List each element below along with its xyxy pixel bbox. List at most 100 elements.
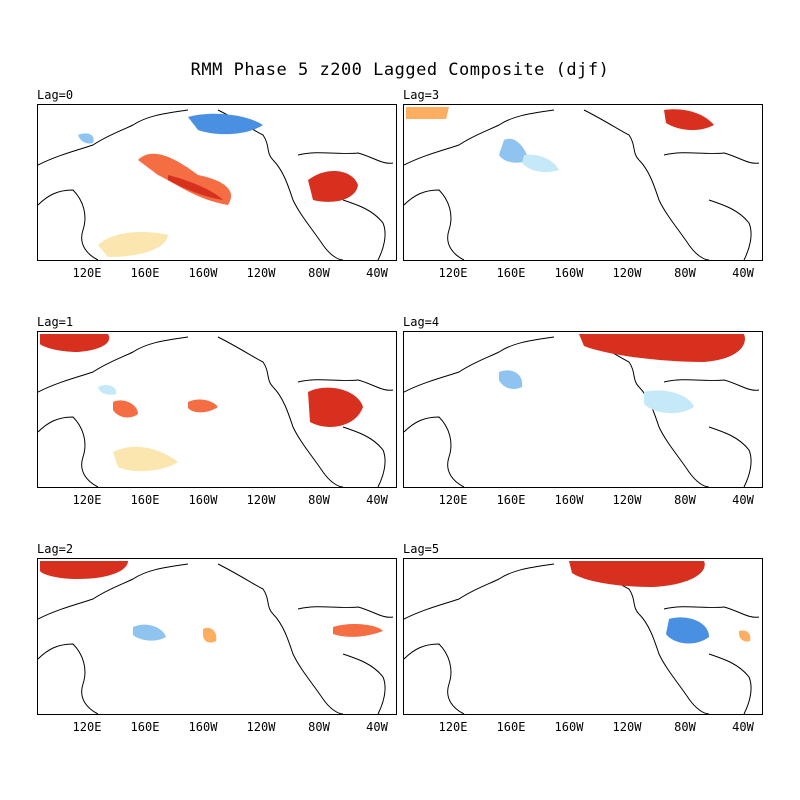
coastline bbox=[272, 613, 344, 714]
coastline bbox=[38, 416, 99, 487]
coastline bbox=[217, 563, 274, 615]
tick: 160W bbox=[554, 266, 584, 280]
coastline bbox=[638, 613, 710, 714]
tick: 40W bbox=[366, 720, 388, 734]
anomaly-neg-east-us bbox=[644, 390, 694, 414]
map-svg bbox=[38, 109, 394, 260]
tick: 80W bbox=[308, 493, 330, 507]
coastline bbox=[272, 159, 344, 260]
anomalies bbox=[40, 561, 383, 643]
map-frame bbox=[37, 558, 397, 715]
tick: 120E bbox=[438, 266, 468, 280]
anomaly-neg-nw-pacific bbox=[499, 138, 529, 163]
panel-label: Lag=3 bbox=[403, 88, 440, 102]
coastline bbox=[297, 379, 394, 391]
anomaly-pos-canada bbox=[569, 561, 705, 587]
tick: 40W bbox=[366, 266, 388, 280]
coastline bbox=[708, 199, 752, 260]
tick: 160W bbox=[188, 493, 218, 507]
anomaly-neg-w bbox=[78, 133, 94, 144]
coastlines bbox=[38, 109, 394, 260]
coastline bbox=[404, 109, 555, 166]
coastline bbox=[404, 416, 465, 487]
tick: 160W bbox=[188, 266, 218, 280]
anomaly-pos-nw-corner bbox=[40, 561, 128, 579]
tick: 160E bbox=[496, 266, 526, 280]
tick: 80W bbox=[674, 266, 696, 280]
tick: 160E bbox=[496, 720, 526, 734]
figure-title: RMM Phase 5 z200 Lagged Composite (djf) bbox=[190, 60, 610, 80]
anomaly-pos-east-us bbox=[308, 170, 358, 202]
tick: 120W bbox=[612, 493, 642, 507]
tick: 120W bbox=[246, 266, 276, 280]
map-svg bbox=[38, 561, 394, 714]
tick: 160W bbox=[554, 493, 584, 507]
map-frame bbox=[37, 331, 397, 488]
anomaly-pos-mid-pacific bbox=[203, 627, 217, 643]
anomaly-pos-atlantic bbox=[738, 630, 751, 642]
panel-label: Lag=4 bbox=[403, 315, 440, 329]
tick: 160W bbox=[188, 720, 218, 734]
anomaly-pos-inner bbox=[168, 175, 223, 200]
tick: 160W bbox=[554, 720, 584, 734]
lon-ticks: 120E 160E 160W 120W 80W 40W bbox=[37, 493, 397, 507]
coastline bbox=[404, 336, 555, 393]
panel-label: Lag=0 bbox=[37, 88, 74, 102]
map-svg bbox=[38, 334, 394, 487]
coastline bbox=[708, 426, 752, 487]
anomaly-pos-canada bbox=[664, 109, 714, 131]
anomaly-pos-nw-corner bbox=[406, 107, 449, 119]
tick: 160E bbox=[130, 493, 160, 507]
map-svg bbox=[404, 107, 760, 260]
tick: 160E bbox=[130, 720, 160, 734]
coastline bbox=[297, 606, 394, 618]
tick: 120E bbox=[72, 720, 102, 734]
anomaly-tan-sw bbox=[113, 446, 178, 472]
tick: 80W bbox=[674, 720, 696, 734]
lon-ticks: 120E 160E 160W 120W 80W 40W bbox=[403, 266, 763, 280]
tick: 120E bbox=[438, 720, 468, 734]
coastline bbox=[663, 379, 760, 391]
map-frame bbox=[403, 558, 763, 715]
tick: 120W bbox=[246, 720, 276, 734]
map-svg bbox=[404, 334, 760, 487]
coastlines bbox=[404, 109, 760, 260]
anomaly-neg-alaska bbox=[188, 113, 263, 135]
anomalies bbox=[40, 334, 363, 472]
coastline bbox=[217, 336, 274, 388]
panel-label: Lag=2 bbox=[37, 542, 74, 556]
coastline bbox=[297, 152, 394, 164]
map-frame bbox=[403, 331, 763, 488]
anomaly-neg-east-us bbox=[666, 617, 709, 644]
coastline bbox=[342, 426, 386, 487]
coastline bbox=[663, 606, 760, 618]
tick: 40W bbox=[732, 266, 754, 280]
coastline bbox=[38, 336, 189, 393]
anomalies bbox=[499, 334, 745, 414]
anomaly-neg-nw-pacific bbox=[499, 370, 523, 390]
coastline bbox=[663, 152, 760, 164]
tick: 80W bbox=[674, 493, 696, 507]
coastline bbox=[38, 109, 189, 166]
panel-label: Lag=1 bbox=[37, 315, 74, 329]
tick: 120E bbox=[438, 493, 468, 507]
coastline bbox=[404, 189, 465, 260]
anomalies bbox=[78, 113, 358, 257]
coastlines bbox=[38, 336, 394, 487]
tick: 120W bbox=[612, 720, 642, 734]
lon-ticks: 120E 160E 160W 120W 80W 40W bbox=[403, 493, 763, 507]
tick: 120E bbox=[72, 266, 102, 280]
map-frame bbox=[403, 104, 763, 261]
coastline bbox=[272, 386, 344, 487]
anomaly-pos-nw-pacific bbox=[113, 400, 138, 418]
tick: 80W bbox=[308, 266, 330, 280]
anomaly-tan-sw bbox=[98, 232, 168, 257]
coastline bbox=[38, 563, 189, 620]
anomaly-neg-nw-pacific bbox=[133, 624, 166, 641]
map-frame bbox=[37, 104, 397, 261]
lon-ticks: 120E 160E 160W 120W 80W 40W bbox=[403, 720, 763, 734]
anomaly-pos-canada bbox=[579, 334, 745, 362]
coastline bbox=[708, 653, 752, 714]
tick: 40W bbox=[366, 493, 388, 507]
tick: 120W bbox=[612, 266, 642, 280]
